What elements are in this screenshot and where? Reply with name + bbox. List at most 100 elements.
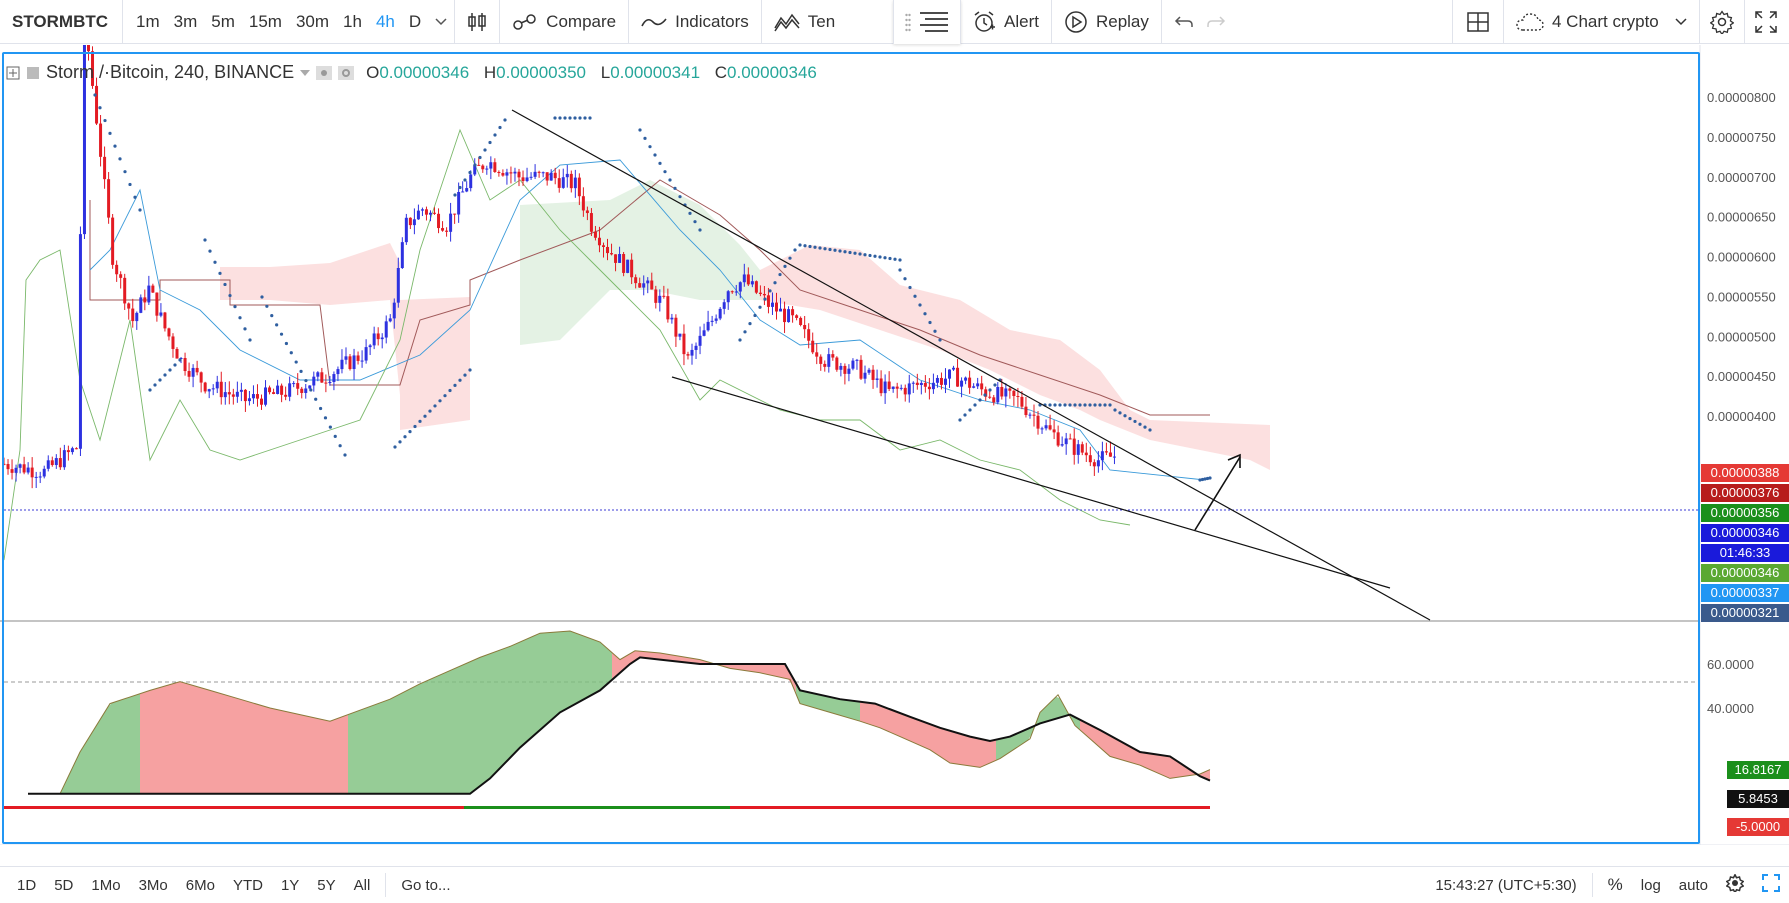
candle-body (618, 254, 622, 263)
candle-body (1064, 438, 1068, 445)
chart-area[interactable]: 0.00000800 0.00000750 0.00000700 0.00000650… (0, 45, 1789, 845)
redo-button[interactable] (1206, 0, 1238, 44)
goto-button[interactable]: Go to... (401, 876, 451, 894)
candle-body (123, 277, 127, 304)
price-tick-label: 0.00000400 (1707, 409, 1776, 424)
interval-30m[interactable]: 30m (295, 11, 330, 31)
osc-fill-slice (188, 683, 192, 794)
settings-button[interactable] (1700, 0, 1744, 44)
interval-5m[interactable]: 5m (211, 11, 235, 31)
osc-fill-slice (832, 697, 836, 715)
range-1mo[interactable]: 1Mo (91, 876, 121, 894)
candle-body (26, 467, 30, 473)
alarm-clock-icon (974, 11, 995, 32)
interval-1m[interactable]: 1m (136, 11, 160, 31)
interval-dropdown-icon[interactable] (428, 0, 454, 43)
interval-3m[interactable]: 3m (173, 11, 198, 31)
osc-fill-slice (468, 660, 472, 794)
gear-icon (1725, 873, 1745, 895)
chart-settings-button[interactable] (1717, 873, 1753, 896)
osc-fill-slice (492, 651, 496, 777)
osc-fill-slice (284, 711, 288, 794)
symbol-search[interactable]: STORMBTC (0, 0, 124, 43)
fullscreen-button[interactable] (1745, 0, 1787, 44)
range-3mo[interactable]: 3Mo (138, 876, 168, 894)
sar-dot (483, 148, 487, 152)
range-5y[interactable]: 5Y (317, 876, 336, 894)
interval-1h[interactable]: 1h (343, 11, 362, 31)
candle-body (497, 171, 501, 174)
candle-body (738, 282, 742, 292)
range-ytd[interactable]: YTD (232, 876, 263, 894)
drawing-toolbar-toggle[interactable] (893, 0, 961, 44)
range-5d[interactable]: 5D (54, 876, 74, 894)
interval-15m[interactable]: 15m (248, 11, 282, 31)
osc-fill-slice (228, 695, 232, 794)
candle-body (702, 330, 706, 336)
osc-fill-slice (268, 707, 272, 794)
candles-icon (468, 12, 486, 31)
undo-button[interactable] (1162, 0, 1206, 44)
candle-body (722, 302, 726, 309)
osc-fill-slice (444, 671, 448, 794)
sar-dot (588, 116, 592, 120)
candle-body (1020, 396, 1024, 407)
candle-body (698, 335, 702, 346)
date-range-list: 1D 5D 1Mo 3Mo 6Mo YTD 1Y 5Y All (0, 877, 379, 894)
log-toggle[interactable]: log (1640, 876, 1661, 894)
trendline-drawings[interactable] (4, 109, 1700, 621)
layout-save-button[interactable]: 4 Chart crypto (1504, 0, 1699, 44)
osc-fill-slice (608, 649, 612, 684)
expand-plus-icon[interactable] (6, 66, 20, 80)
settings-small-icon[interactable] (338, 65, 355, 80)
osc-fill-slice (916, 719, 920, 746)
percent-toggle[interactable]: % (1607, 875, 1623, 894)
interval-D[interactable]: D (408, 11, 422, 31)
compare-button[interactable]: Compare (500, 0, 628, 43)
templates-button[interactable]: Ten (762, 0, 847, 43)
osc-fill-slice (740, 664, 744, 671)
candle-body (143, 297, 147, 303)
interval-4h[interactable]: 4h (375, 11, 395, 31)
osc-fill-slice (392, 696, 396, 794)
sar-dot (748, 322, 752, 326)
indicators-button[interactable]: Indicators (629, 0, 761, 43)
legend-chevron-icon[interactable] (300, 69, 311, 76)
range-6mo[interactable]: 6Mo (185, 876, 215, 894)
auto-toggle[interactable]: auto (1678, 876, 1708, 894)
range-1d[interactable]: 1D (17, 876, 37, 894)
range-1y[interactable]: 1Y (280, 876, 300, 894)
sar-dot (503, 118, 507, 122)
osc-fill-slice (540, 632, 544, 730)
sar-dot (573, 116, 577, 120)
candle-body (658, 295, 662, 303)
osc-fill-slice (288, 711, 292, 794)
cloud-icon (1516, 13, 1544, 31)
osc-fill-slice (908, 716, 912, 742)
sar-dot (833, 248, 837, 252)
osc-fill-slice (1020, 730, 1024, 746)
candle-body (1036, 415, 1040, 429)
sar-dot (158, 378, 162, 382)
candle-body (1060, 444, 1064, 446)
range-all[interactable]: All (353, 876, 371, 894)
eye-icon[interactable] (316, 65, 333, 80)
replay-button[interactable]: Replay (1052, 0, 1161, 44)
osc-fill-slice (556, 631, 560, 716)
osc-fill-slice (756, 664, 760, 673)
osc-fill-slice (144, 691, 148, 794)
alert-button[interactable]: Alert (960, 0, 1051, 44)
clock[interactable]: 15:43:27 (UTC+5:30) (1435, 876, 1577, 894)
osc-fill-slice (448, 669, 452, 794)
osc-fill-slice (244, 700, 248, 794)
osc-fill-slice (272, 708, 276, 794)
fullscreen-small-button[interactable] (1753, 874, 1789, 896)
sar-dot (778, 272, 782, 277)
osc-fill-slice (848, 700, 852, 719)
legend-title[interactable]: Storm /·Bitcoin, 240, BINANCE (46, 62, 295, 82)
candle-body (952, 367, 956, 370)
layout-grid-button[interactable] (1453, 0, 1503, 44)
chart-style-button[interactable] (455, 0, 499, 43)
candle-body (477, 164, 481, 166)
candle-body (404, 217, 408, 243)
